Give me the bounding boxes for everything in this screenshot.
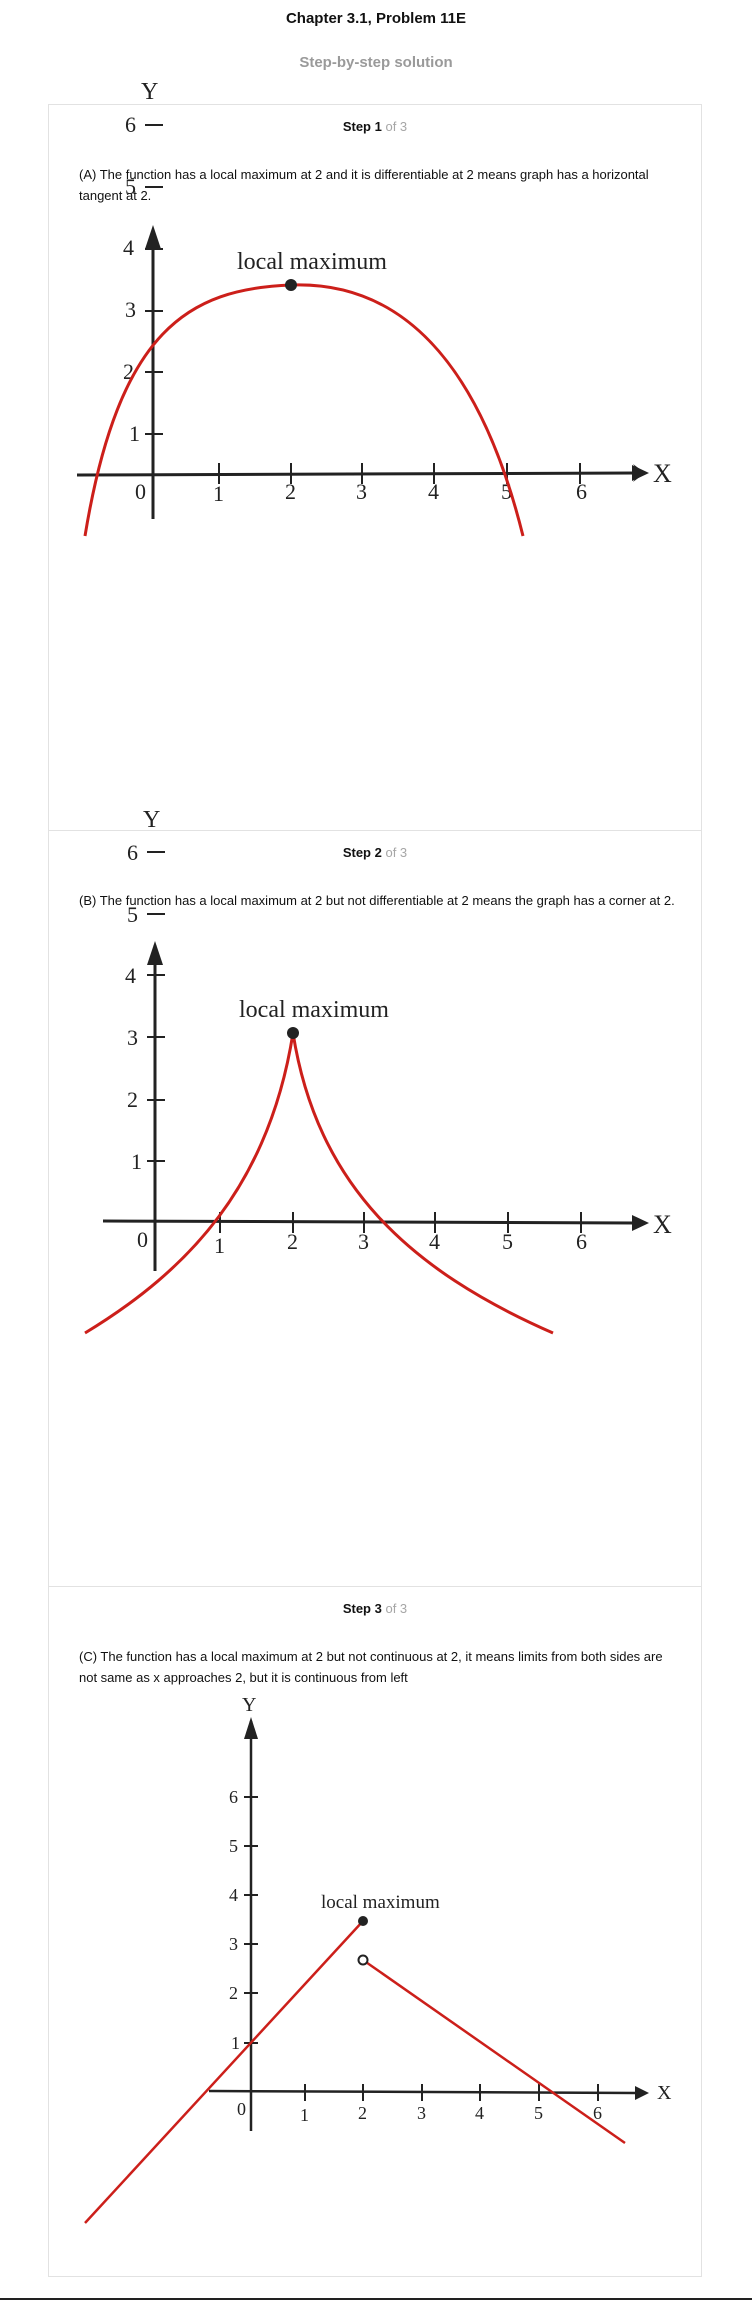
- y-tick-label-6: 6: [125, 112, 136, 137]
- x-tick-label-1: 1: [213, 481, 224, 506]
- x-tick-label-3: 3: [356, 479, 367, 504]
- y-tick-label-4: 4: [123, 235, 134, 260]
- x-ticks: [304, 2084, 599, 2101]
- y-tick-label-6: 6: [229, 1787, 238, 1807]
- x-axis: [208, 2089, 646, 2095]
- x-tick-label-4: 4: [475, 2103, 484, 2123]
- x-tick-label-3: 3: [358, 1229, 369, 1254]
- x-axis-label: X: [653, 459, 672, 488]
- y-tick-label-6: 6: [127, 840, 138, 865]
- origin-label: 0: [135, 479, 146, 504]
- step-3-text: (C) The function has a local maximum at …: [79, 1649, 663, 1685]
- y-tick-label-1: 1: [231, 2033, 240, 2053]
- y-tick-label-1: 1: [129, 421, 140, 446]
- origin-label: 0: [137, 1227, 148, 1252]
- chapter-title: Chapter 3.1, Problem 11E: [285, 10, 467, 27]
- x-tick-label-5: 5: [534, 2103, 543, 2123]
- step-2-text: (B) The function has a local maximum at …: [79, 893, 675, 908]
- x-tick-label-2: 2: [287, 1229, 298, 1254]
- right-line-segment: [362, 1958, 626, 2145]
- y-tick-label-5: 5: [229, 1836, 238, 1856]
- step-1-count: of 3: [385, 119, 408, 134]
- step-1-text: (A) The function has a local maximum at …: [79, 167, 649, 203]
- y-tick-label-3: 3: [127, 1025, 138, 1050]
- step-2-label: Step 2: [342, 845, 382, 860]
- x-axis-label: X: [657, 2082, 672, 2104]
- page-bottom-border: [0, 2298, 752, 2300]
- step-2-count: of 3: [385, 845, 408, 860]
- local-maximum-label: local maximum: [321, 1892, 440, 1913]
- y-tick-label-3: 3: [229, 1934, 238, 1954]
- x-tick-label-2: 2: [285, 479, 296, 504]
- step-3-card: Step 3 of 3 (C) The function has a local…: [48, 1587, 702, 2277]
- x-tick-label-2: 2: [358, 2103, 367, 2123]
- origin-label: 0: [237, 2099, 246, 2119]
- y-tick-label-5: 5: [127, 902, 138, 927]
- local-maximum-label: local maximum: [239, 997, 389, 1023]
- x-tick-label-5: 5: [502, 1229, 513, 1254]
- y-tick-label-2: 2: [123, 359, 134, 384]
- function-curve: [83, 283, 525, 537]
- step-3-count: of 3: [385, 1601, 408, 1616]
- local-maximum-label: local maximum: [237, 249, 387, 275]
- y-axis-label: Y: [143, 807, 160, 833]
- left-line-segment: [84, 1920, 364, 2224]
- graph-2: 1 2 3 4 5 6 0 1 2 3 4 5 6 X Y local maxi…: [84, 807, 672, 1335]
- local-maximum-point: [287, 1027, 299, 1039]
- x-tick-label-5: 5: [501, 479, 512, 504]
- graph-1: 1 2 3 4 5 6 0 1 2 3 4 5 6 X Y local maxi…: [76, 79, 672, 537]
- x-axis-label: X: [653, 1210, 672, 1239]
- x-tick-label-3: 3: [417, 2103, 426, 2123]
- y-tick-label-3: 3: [125, 297, 136, 322]
- solution-subtitle: Step-by-step solution: [299, 54, 453, 71]
- step-2-header: Step 2 of 3: [49, 845, 701, 860]
- x-tick-label-6: 6: [576, 1229, 587, 1254]
- step-1-header: Step 1 of 3: [49, 119, 701, 134]
- y-tick-label-2: 2: [127, 1087, 138, 1112]
- y-ticks: [145, 248, 163, 435]
- x-tick-label-1: 1: [214, 1233, 225, 1258]
- x-tick-label-6: 6: [593, 2103, 602, 2123]
- y-tick-label-4: 4: [229, 1885, 238, 1905]
- x-tick-label-6: 6: [576, 479, 587, 504]
- y-ticks: [244, 1796, 258, 2044]
- local-maximum-point: [358, 1916, 368, 1926]
- y-tick-label-2: 2: [229, 1983, 238, 2003]
- open-circle-point: [357, 1954, 369, 1966]
- x-tick-label-4: 4: [429, 1229, 440, 1254]
- y-tick-label-4: 4: [125, 963, 136, 988]
- y-ticks: [147, 851, 165, 1162]
- y-axis-label: Y: [242, 1694, 256, 1716]
- local-maximum-point: [285, 279, 297, 291]
- step-1-label: Step 1: [342, 119, 382, 134]
- y-axis-label: Y: [141, 79, 158, 105]
- y-tick-label-5: 5: [125, 174, 136, 199]
- step-1-card: Step 1 of 3 (A) The function has a local…: [48, 79, 702, 831]
- y-tick-label-1: 1: [131, 1149, 142, 1174]
- step-3-header: Step 3 of 3: [49, 1601, 701, 1616]
- x-ticks: [218, 463, 581, 484]
- graph-3: 1 2 3 4 5 6 0 1 2 3 4 5 6 X Y local maxi…: [84, 1694, 672, 2224]
- step-2-card: Step 2 of 3 (B) The function has a local…: [48, 807, 702, 1587]
- x-tick-label-4: 4: [428, 479, 439, 504]
- step-3-label: Step 3: [342, 1601, 382, 1616]
- x-tick-label-1: 1: [300, 2105, 309, 2125]
- x-axis: [102, 1219, 646, 1225]
